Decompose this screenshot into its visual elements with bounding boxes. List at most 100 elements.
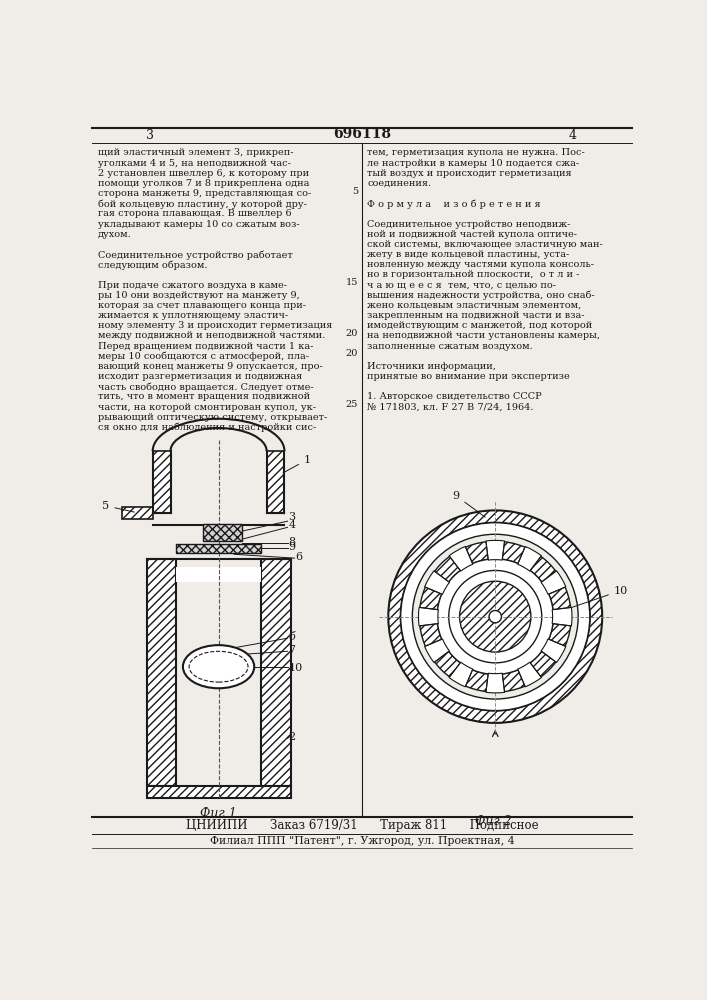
Text: сторона манжеты 9, представляющая со-: сторона манжеты 9, представляющая со- <box>98 189 311 198</box>
Wedge shape <box>425 571 450 594</box>
Wedge shape <box>401 523 590 711</box>
Ellipse shape <box>183 645 255 688</box>
Text: закрепленным на подвижной части и вза-: закрепленным на подвижной части и вза- <box>368 311 585 320</box>
Text: новленную между частями купола консоль-: новленную между частями купола консоль- <box>368 260 595 269</box>
Text: 696118: 696118 <box>333 127 391 141</box>
Text: тить, что в момент вращения подвижной: тить, что в момент вращения подвижной <box>98 392 310 401</box>
Bar <box>261 559 291 786</box>
Text: 3: 3 <box>288 512 296 522</box>
Bar <box>153 451 170 513</box>
Text: ЦНИИПИ      Заказ 6719/31      Тираж 811      Подписное: ЦНИИПИ Заказ 6719/31 Тираж 811 Подписное <box>186 819 538 832</box>
Circle shape <box>460 581 531 652</box>
Wedge shape <box>486 673 505 693</box>
Text: которая за счет плавающего конца при-: которая за счет плавающего конца при- <box>98 301 305 310</box>
Text: гая сторона плавающая. В швеллер 6: гая сторона плавающая. В швеллер 6 <box>98 209 291 218</box>
Text: 6: 6 <box>296 552 303 562</box>
Text: 2: 2 <box>288 732 296 742</box>
Text: Ф о р м у л а    и з о б р е т е н и я: Ф о р м у л а и з о б р е т е н и я <box>368 199 541 209</box>
Text: уголками 4 и 5, на неподвижной час-: уголками 4 и 5, на неподвижной час- <box>98 159 291 168</box>
Text: жету в виде кольцевой пластины, уста-: жету в виде кольцевой пластины, уста- <box>368 250 570 259</box>
Text: соединения.: соединения. <box>368 179 431 188</box>
Text: 9: 9 <box>288 542 296 552</box>
Text: ле настройки в камеры 10 подается сжа-: ле настройки в камеры 10 подается сжа- <box>368 159 580 168</box>
Text: 1: 1 <box>283 455 311 473</box>
Wedge shape <box>449 662 473 687</box>
Bar <box>267 451 284 513</box>
Text: тем, герметизация купола не нужна. Пос-: тем, герметизация купола не нужна. Пос- <box>368 148 585 157</box>
Text: духом.: духом. <box>98 230 132 239</box>
Text: принятые во внимание при экспертизе: принятые во внимание при экспертизе <box>368 372 570 381</box>
Bar <box>203 524 242 541</box>
Bar <box>176 544 261 553</box>
Text: заполненные сжатым воздухом.: заполненные сжатым воздухом. <box>368 342 533 351</box>
Circle shape <box>437 559 554 674</box>
Text: 5: 5 <box>103 501 134 512</box>
Text: ры 10 они воздействуют на манжету 9,: ры 10 они воздействуют на манжету 9, <box>98 291 300 300</box>
Wedge shape <box>518 662 542 687</box>
Text: рывающий оптическую систему, открывает-: рывающий оптическую систему, открывает- <box>98 413 327 422</box>
Text: ской системы, включающее эластичную ман-: ской системы, включающее эластичную ман- <box>368 240 603 249</box>
Text: 2 установлен швеллер 6, к которому при: 2 установлен швеллер 6, к которому при <box>98 169 309 178</box>
Text: бой кольцевую пластину, у которой дру-: бой кольцевую пластину, у которой дру- <box>98 199 307 209</box>
Text: 20: 20 <box>346 329 358 338</box>
Text: ся окно для наблюдения и настройки сис-: ся окно для наблюдения и настройки сис- <box>98 423 316 432</box>
Wedge shape <box>388 510 602 723</box>
Text: 10: 10 <box>570 586 628 608</box>
Text: № 171803, кл. F 27 В 7/24, 1964.: № 171803, кл. F 27 В 7/24, 1964. <box>368 403 534 412</box>
Text: 20: 20 <box>346 349 358 358</box>
Text: вающий конец манжеты 9 опускается, про-: вающий конец манжеты 9 опускается, про- <box>98 362 322 371</box>
Text: меры 10 сообщаются с атмосферой, пла-: меры 10 сообщаются с атмосферой, пла- <box>98 352 309 361</box>
Text: щий эластичный элемент 3, прикреп-: щий эластичный элемент 3, прикреп- <box>98 148 293 157</box>
Text: но в горизонтальной плоскости,  о т л и -: но в горизонтальной плоскости, о т л и - <box>368 270 580 279</box>
Text: Перед вращением подвижной части 1 ка-: Перед вращением подвижной части 1 ка- <box>98 342 313 351</box>
Wedge shape <box>419 541 571 692</box>
Ellipse shape <box>189 651 248 682</box>
Bar <box>267 451 284 513</box>
Circle shape <box>449 570 542 663</box>
Bar <box>146 559 176 786</box>
Text: 7: 7 <box>288 645 296 655</box>
Text: Соединительное устройство работает: Соединительное устройство работает <box>98 250 293 260</box>
Bar <box>122 507 153 519</box>
Text: между подвижной и неподвижной частями.: между подвижной и неподвижной частями. <box>98 331 325 340</box>
Text: 9: 9 <box>452 491 485 517</box>
Text: Источники информации,: Источники информации, <box>368 362 496 371</box>
Text: имодействующим с манжетой, под которой: имодействующим с манжетой, под которой <box>368 321 592 330</box>
Text: жено кольцевым эластичным элементом,: жено кольцевым эластичным элементом, <box>368 301 582 310</box>
Wedge shape <box>541 571 566 594</box>
Text: 10: 10 <box>288 663 303 673</box>
Text: части, на которой смонтирован купол, ук-: части, на которой смонтирован купол, ук- <box>98 403 315 412</box>
Bar <box>176 567 261 582</box>
Text: 4: 4 <box>568 129 577 142</box>
Text: жимается к уплотняющему эластич-: жимается к уплотняющему эластич- <box>98 311 288 320</box>
Wedge shape <box>518 546 542 571</box>
Circle shape <box>489 610 501 623</box>
Text: ному элементу 3 и происходит герметизация: ному элементу 3 и происходит герметизаци… <box>98 321 332 330</box>
Text: тый воздух и происходит герметизация: тый воздух и происходит герметизация <box>368 169 572 178</box>
Text: При подаче сжатого воздуха в каме-: При подаче сжатого воздуха в каме- <box>98 281 286 290</box>
Text: 1. Авторское свидетельство СССР: 1. Авторское свидетельство СССР <box>368 392 542 401</box>
Text: 25: 25 <box>346 400 358 409</box>
Wedge shape <box>419 607 438 626</box>
Wedge shape <box>486 540 505 560</box>
Wedge shape <box>552 607 572 626</box>
Text: Фиг 2: Фиг 2 <box>475 815 512 828</box>
Text: ной и подвижной частей купола оптиче-: ной и подвижной частей купола оптиче- <box>368 230 578 239</box>
Text: исходит разгерметизация и подвижная: исходит разгерметизация и подвижная <box>98 372 302 381</box>
Text: 5: 5 <box>352 187 358 196</box>
Text: 4: 4 <box>288 520 296 530</box>
Text: вышения надежности устройства, оно снаб-: вышения надежности устройства, оно снаб- <box>368 291 595 300</box>
Wedge shape <box>541 639 566 663</box>
Text: укладывают камеры 10 со сжатым воз-: укладывают камеры 10 со сжатым воз- <box>98 220 299 229</box>
Text: Фиг 1: Фиг 1 <box>200 807 237 820</box>
Text: Филиал ППП "Патент", г. Ужгород, ул. Проектная, 4: Филиал ППП "Патент", г. Ужгород, ул. Про… <box>210 836 514 846</box>
Text: ч а ю щ е е с я  тем, что, с целью по-: ч а ю щ е е с я тем, что, с целью по- <box>368 281 556 290</box>
Text: 8: 8 <box>288 537 296 547</box>
Text: на неподвижной части установлены камеры,: на неподвижной части установлены камеры, <box>368 331 600 340</box>
Text: Соединительное устройство неподвиж-: Соединительное устройство неподвиж- <box>368 220 571 229</box>
Text: 15: 15 <box>346 278 358 287</box>
Text: часть свободно вращается. Следует отме-: часть свободно вращается. Следует отме- <box>98 382 313 392</box>
Text: помощи уголков 7 и 8 прикреплена одна: помощи уголков 7 и 8 прикреплена одна <box>98 179 309 188</box>
Wedge shape <box>449 546 473 571</box>
Text: б: б <box>288 632 295 642</box>
